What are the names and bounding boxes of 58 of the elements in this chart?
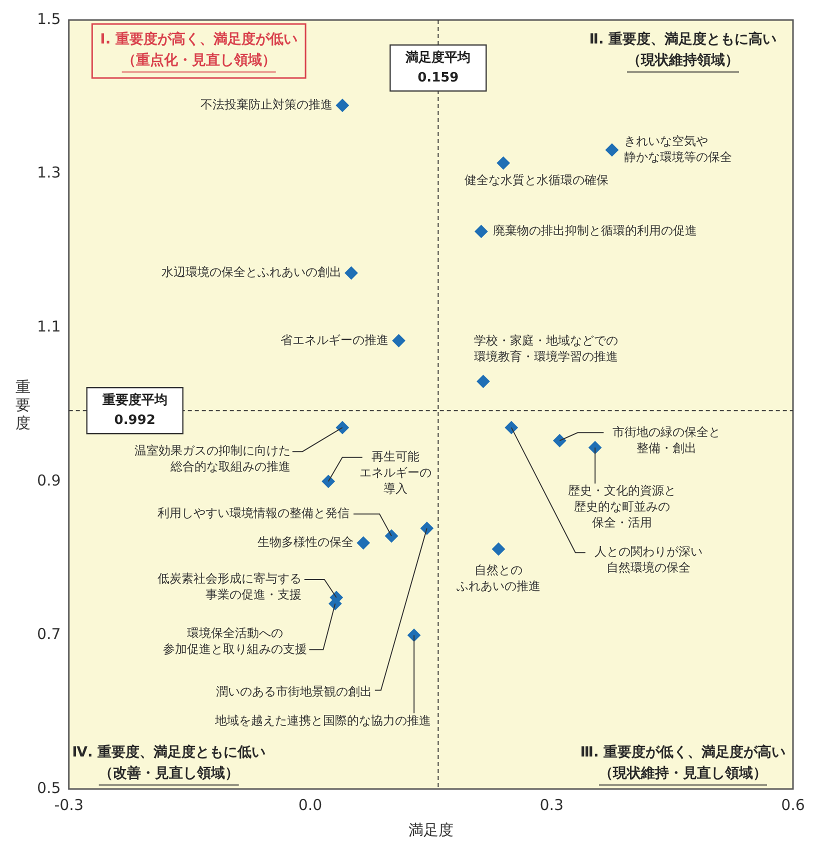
annotation: 利用しやすい環境情報の整備と発信 xyxy=(158,506,350,520)
ref-line-label: 満足度平均 0.159 xyxy=(404,49,471,86)
point xyxy=(553,434,566,448)
annotation: （重点化・見直し領域） xyxy=(122,52,276,69)
annotation: Ⅱ. 重要度、満足度ともに高い xyxy=(589,30,777,48)
x-axis-title: 満足度 xyxy=(408,820,454,839)
point xyxy=(504,421,518,434)
point xyxy=(476,374,490,388)
annotation: Ⅲ. 重要度が低く、満足度が高い xyxy=(580,744,786,761)
point xyxy=(322,474,335,488)
annotation: 市街地の緑の保全と整備・創出 xyxy=(612,424,721,455)
point xyxy=(336,98,349,112)
annotation: 歴史・文化的資源と歴史的な町並みの保全・活用 xyxy=(568,484,676,530)
annotation: 低炭素社会形成に寄与する事業の促進・支援 xyxy=(157,572,302,602)
annotation: 生物多様性の保全 xyxy=(257,535,354,550)
y-tick-label: 0.5 xyxy=(36,778,61,797)
annotation: Ⅰ. 重要度が高く、満足度が低い xyxy=(100,30,298,48)
y-tick-label: 0.9 xyxy=(36,471,61,490)
annotation: 人との関わりが深い自然環境の保全 xyxy=(594,544,702,575)
x-tick-label: -0.3 xyxy=(54,796,84,814)
annotation: 学校・家庭・地域などでの環境教育・環境学習の推進 xyxy=(474,334,618,364)
annotation: 環境保全活動への参加促進と取り組みの支援 xyxy=(163,626,308,656)
annotation: （現状維持領域） xyxy=(627,52,739,69)
x-tick-label: 0.0 xyxy=(298,796,322,814)
annotation: 水辺環境の保全とふれあいの創出 xyxy=(161,265,342,280)
point xyxy=(408,628,421,642)
point xyxy=(385,530,398,542)
x-tick-label: 0.3 xyxy=(540,796,564,814)
point xyxy=(420,522,434,535)
point xyxy=(492,542,506,556)
annotation: 省エネルギーの推進 xyxy=(280,332,389,347)
y-axis-title: 重要度 xyxy=(14,378,32,432)
annotation: 温室効果ガスの抑制に向けた総合的な取組みの推進 xyxy=(134,444,290,474)
annotation: 廃棄物の排出抑制と循環的利用の促進 xyxy=(493,224,698,238)
annotation: きれいな空気や静かな環境等の保全 xyxy=(624,134,732,164)
point xyxy=(344,266,358,280)
point xyxy=(474,224,488,238)
point xyxy=(392,334,406,348)
y-tick-label: 0.7 xyxy=(36,625,61,644)
annotation: 健全な水質と水循環の確保 xyxy=(464,173,608,188)
annotation: 不法投棄防止対策の推進 xyxy=(200,97,332,112)
point xyxy=(588,441,602,454)
point xyxy=(605,143,618,156)
y-tick-label: 1.3 xyxy=(36,164,61,182)
y-tick-label: 1.5 xyxy=(36,10,61,28)
annotation: 再生可能エネルギーの導入 xyxy=(359,450,432,496)
point xyxy=(356,536,370,550)
annotation: （現状維持・見直し領域） xyxy=(599,766,767,782)
annotation: （改善・見直し領域） xyxy=(98,764,239,782)
point xyxy=(496,156,510,170)
point xyxy=(336,421,349,434)
annotation: 潤いのある市街地景観の創出 xyxy=(216,684,372,698)
y-tick-label: 1.1 xyxy=(36,317,61,336)
annotation: Ⅳ. 重要度、満足度ともに低い xyxy=(72,744,266,761)
ref-line-label: 重要度平均 0.992 xyxy=(101,392,168,428)
x-tick-label: 0.6 xyxy=(781,796,805,814)
annotation: 自然とのふれあいの推進 xyxy=(456,563,541,594)
annotation: 地域を越えた連携と国際的な協力の推進 xyxy=(214,713,432,728)
